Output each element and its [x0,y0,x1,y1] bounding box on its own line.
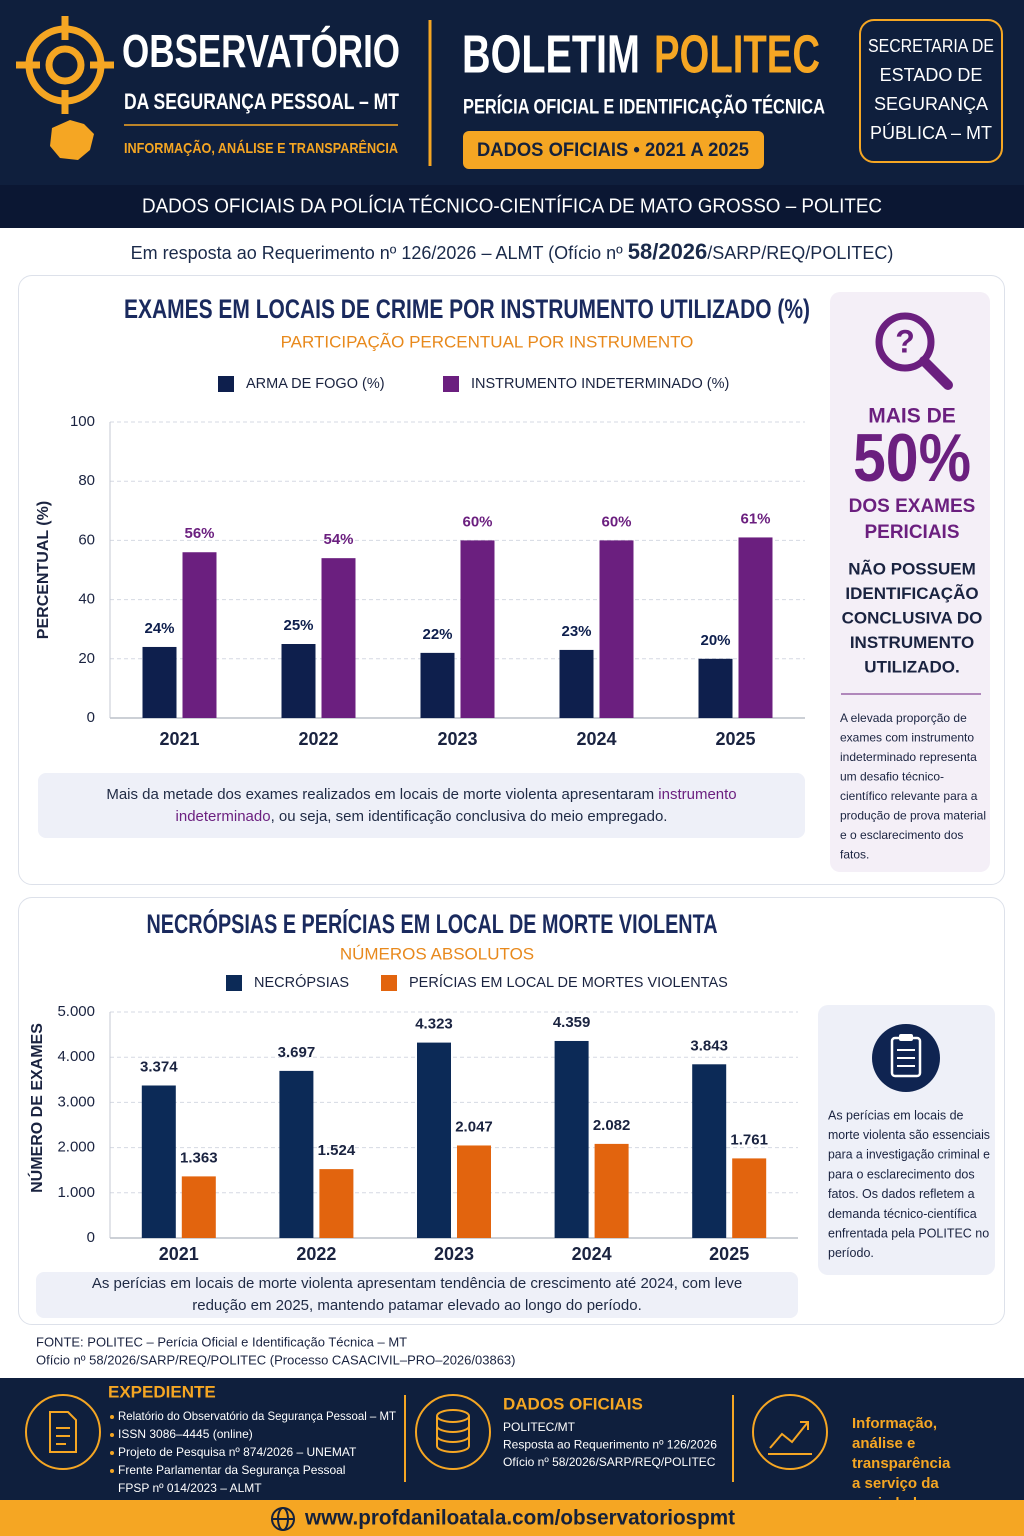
chart-note: Mais da metade dos exames realizados em … [38,773,805,838]
request-text: Em resposta ao Requerimento nº 126/2026 … [130,243,628,263]
note-text: As perícias em locais de morte violenta … [91,1275,743,1314]
header [0,0,1024,185]
source-line: Ofício nº 58/2026/SARP/REQ/POLITEC (Proc… [36,1352,515,1367]
request-emphasis: 58/2026 [627,239,708,264]
note-highlight: instrumento indeterminado [175,785,737,825]
side-panel [818,1005,995,1275]
side-panel [830,292,990,872]
banner [0,185,1024,228]
footer [0,1378,1024,1500]
url-band [0,1500,1024,1536]
chart-note: As perícias em locais de morte violenta … [36,1272,798,1318]
note-text: , ou seja, sem identificação conclusiva … [270,807,668,825]
request-text: /SARP/REQ/POLITEC) [707,243,894,263]
source-line: FONTE: POLITEC – Perícia Oficial e Ident… [36,1334,407,1349]
note-text: Mais da metade dos exames realizados em … [86,784,757,828]
note-text: Mais da metade dos exames realizados em … [106,785,659,803]
request-line: Em resposta ao Requerimento nº 126/2026 … [0,238,1024,266]
